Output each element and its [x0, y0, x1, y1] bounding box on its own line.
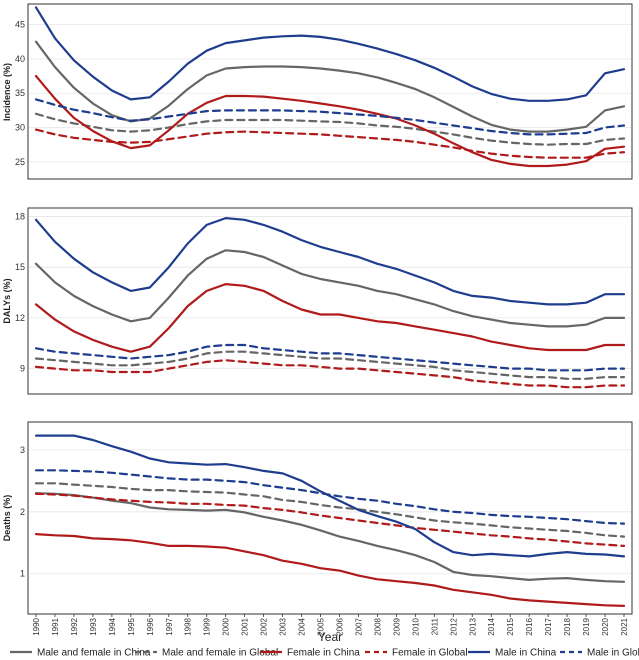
panel-deaths-ytick-label: 3	[20, 445, 25, 455]
panel-dalys-ytick-label: 12	[15, 313, 25, 323]
series-line-dalys-male-and-female-in-global	[34, 350, 626, 380]
series-line-deaths-female-in-global	[34, 492, 626, 548]
legend-label-male-in-global: Male in Global	[587, 648, 639, 659]
panel-incidence: 25 30 35 40 45 Incidence (%)	[2, 3, 633, 180]
legend-label-male-and-female-in-global: Male and female in Global	[162, 648, 278, 659]
panel-deaths-ylabel: Deaths (%)	[2, 495, 12, 542]
series-line-deaths-female-in-china	[34, 532, 626, 608]
x-axis-label: Year	[318, 630, 342, 644]
x-tick-label: 2009	[392, 617, 401, 635]
x-tick-label: 1996	[146, 617, 155, 635]
panel-dalys-ytick-label: 9	[20, 364, 25, 374]
x-tick-label: 2019	[582, 617, 591, 635]
series-line-dalys-male-and-female-in-china	[34, 249, 626, 328]
panel-deaths: 1 2 3 Deaths (%)	[2, 421, 633, 615]
panel-dalys-frame	[27, 207, 633, 395]
series-line-deaths-male-in-global	[34, 469, 626, 525]
panel-dalys-ytick-label: 15	[15, 262, 25, 272]
panel-deaths-lines	[34, 434, 626, 608]
x-axis-ticks: 1990 1991 1992 1993 1994 1995 1996 1997 1998 1999…	[32, 614, 629, 636]
series-line-dalys-female-in-global	[34, 359, 626, 389]
panel-dalys-ylabel: DALYs (%)	[2, 278, 12, 323]
x-tick-label: 2004	[298, 617, 307, 635]
panel-incidence-ytick-label: 25	[15, 157, 25, 167]
x-tick-label: 1993	[89, 617, 98, 635]
series-line-deaths-male-and-female-in-china	[34, 492, 626, 583]
x-tick-label: 1991	[51, 617, 60, 635]
series-line-incidence-female-in-global	[34, 128, 626, 159]
panel-dalys-yticks: 9 12 15 18	[15, 211, 25, 373]
panel-incidence-ytick-label: 45	[15, 20, 25, 30]
panel-dalys-lines	[34, 217, 626, 389]
x-tick-label: 2020	[601, 617, 610, 635]
x-tick-label: 2014	[487, 617, 496, 635]
panel-incidence-ytick-label: 40	[15, 54, 25, 64]
legend-label-female-in-global: Female in Global	[392, 648, 468, 659]
series-line-incidence-male-in-china	[34, 6, 626, 102]
panel-dalys: 9 12 15 18 DALYs (%)	[2, 207, 633, 395]
series-line-incidence-male-in-global	[34, 98, 626, 136]
panel-deaths-ytick-label: 2	[20, 507, 25, 517]
x-tick-label: 2018	[563, 617, 572, 635]
x-tick-label: 2000	[222, 617, 231, 635]
x-tick-label: 2008	[373, 617, 382, 635]
panel-incidence-frame	[27, 3, 633, 180]
x-tick-label: 2003	[279, 617, 288, 635]
x-tick-label: 2016	[525, 617, 534, 635]
series-line-dalys-male-in-global	[34, 343, 626, 372]
series-line-incidence-male-and-female-in-global	[34, 112, 626, 146]
x-tick-label: 2012	[449, 617, 458, 635]
x-tick-label: 2015	[506, 617, 515, 635]
x-tick-label: 2011	[430, 617, 439, 635]
panel-incidence-gridlines	[29, 24, 631, 163]
panel-incidence-ylabel: Incidence (%)	[2, 63, 12, 121]
x-tick-label: 1994	[108, 617, 117, 635]
x-tick-label: 2001	[241, 617, 250, 635]
x-tick-label: 1999	[203, 617, 212, 635]
x-tick-label: 2013	[468, 617, 477, 635]
x-tick-label: 2017	[544, 617, 553, 635]
x-tick-label: 2006	[335, 617, 344, 635]
series-line-deaths-male-in-china	[34, 434, 626, 558]
series-line-dalys-male-in-china	[34, 217, 626, 306]
legend-label-female-in-china: Female in China	[287, 648, 360, 659]
legend: Male and female in China Male and female …	[10, 648, 639, 659]
panel-incidence-lines	[34, 6, 626, 168]
legend-label-male-and-female-in-china: Male and female in China	[37, 648, 151, 659]
panel-deaths-yticks: 1 2 3	[20, 445, 25, 579]
x-tick-label: 1998	[184, 617, 193, 635]
x-tick-label: 1990	[32, 617, 41, 635]
x-tick-label: 2021	[620, 617, 629, 635]
x-tick-label: 2002	[260, 617, 269, 635]
x-tick-label: 2005	[317, 617, 326, 635]
panel-dalys-ytick-label: 18	[15, 211, 25, 221]
panel-incidence-ytick-label: 35	[15, 88, 25, 98]
panel-incidence-yticks: 25 30 35 40 45	[15, 20, 25, 167]
series-line-incidence-female-in-china	[34, 74, 626, 168]
x-tick-label: 1997	[165, 617, 174, 635]
x-tick-label: 1992	[70, 617, 79, 635]
panel-incidence-ytick-label: 30	[15, 123, 25, 133]
panel-deaths-gridlines	[29, 449, 631, 575]
series-line-deaths-male-and-female-in-global	[34, 482, 626, 538]
x-tick-label: 1995	[127, 617, 136, 635]
panel-deaths-ytick-label: 1	[20, 569, 25, 579]
x-tick-label: 2010	[411, 617, 420, 635]
legend-label-male-in-china: Male in China	[495, 648, 557, 659]
series-line-dalys-female-in-china	[34, 283, 626, 353]
x-tick-label: 2007	[354, 617, 363, 635]
